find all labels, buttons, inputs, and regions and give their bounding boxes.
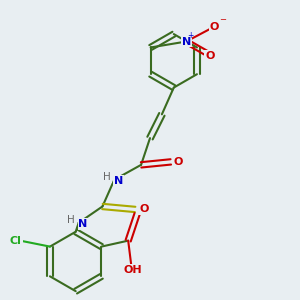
Text: O: O [140,204,149,214]
Text: N: N [79,219,88,229]
Text: S: S [139,204,147,214]
Text: −: − [219,15,226,24]
Text: +: + [188,31,194,40]
Text: H: H [103,172,111,182]
Text: O: O [173,157,183,167]
Text: N: N [182,37,191,46]
Text: Cl: Cl [10,236,22,246]
Text: H: H [68,215,75,225]
Text: N: N [114,176,123,186]
Text: O: O [210,22,219,32]
Text: OH: OH [123,266,142,275]
Text: O: O [206,51,215,62]
